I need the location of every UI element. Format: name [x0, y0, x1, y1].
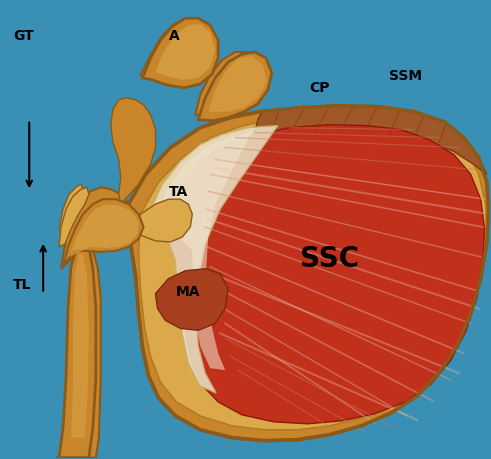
- Polygon shape: [198, 53, 272, 121]
- Polygon shape: [71, 259, 94, 438]
- Polygon shape: [156, 269, 228, 330]
- Text: SSC: SSC: [300, 244, 359, 272]
- Polygon shape: [63, 200, 143, 267]
- Polygon shape: [156, 25, 215, 81]
- Polygon shape: [126, 106, 489, 441]
- Text: GT: GT: [13, 29, 34, 43]
- Polygon shape: [59, 244, 96, 458]
- Polygon shape: [56, 249, 101, 458]
- Polygon shape: [195, 53, 262, 116]
- Polygon shape: [111, 99, 156, 205]
- Polygon shape: [254, 106, 487, 175]
- Polygon shape: [131, 200, 192, 242]
- Polygon shape: [156, 132, 252, 370]
- Polygon shape: [156, 25, 207, 75]
- Polygon shape: [61, 188, 131, 269]
- Polygon shape: [208, 57, 267, 112]
- Text: SSM: SSM: [389, 69, 422, 83]
- Text: TA: TA: [168, 185, 188, 199]
- Polygon shape: [142, 19, 218, 89]
- Text: CP: CP: [310, 81, 330, 95]
- Polygon shape: [59, 185, 83, 237]
- Polygon shape: [161, 125, 485, 424]
- Polygon shape: [140, 19, 215, 83]
- Polygon shape: [138, 116, 487, 430]
- Text: TL: TL: [13, 277, 32, 291]
- Polygon shape: [205, 57, 256, 108]
- Polygon shape: [59, 188, 89, 247]
- Text: A: A: [168, 29, 179, 43]
- Polygon shape: [149, 126, 278, 393]
- Polygon shape: [69, 205, 138, 257]
- Text: MA: MA: [175, 284, 200, 298]
- Polygon shape: [71, 254, 89, 438]
